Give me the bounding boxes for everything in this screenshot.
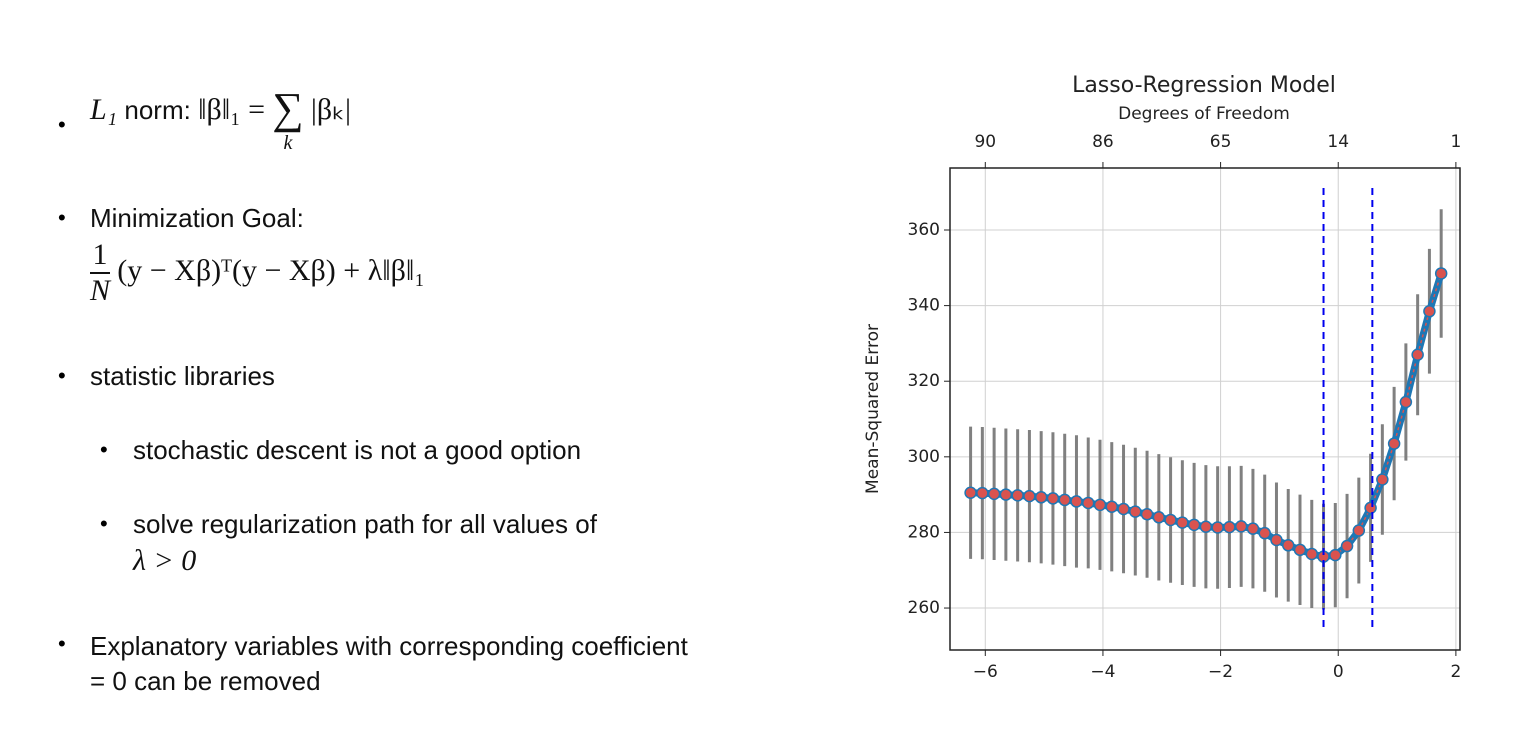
y-tick-label: 320	[908, 371, 940, 391]
chart-body: Lasso-Regression Model Degrees of Freedo…	[863, 73, 1461, 697]
expression: (y − Xβ)ᵀ(y − Xβ) + λ‖β‖₁	[117, 253, 425, 287]
bullet: •	[100, 437, 108, 462]
text: Minimization Goal:	[90, 203, 304, 233]
point	[1352, 524, 1366, 537]
point	[1046, 492, 1060, 505]
text: norm:	[124, 95, 191, 125]
point	[1270, 533, 1283, 547]
index: k	[283, 132, 293, 154]
point	[1199, 520, 1213, 534]
x-tick-label: −6	[973, 662, 998, 682]
denominator: N	[90, 272, 111, 307]
x2-tick-label: 65	[1210, 132, 1232, 152]
point	[1234, 520, 1248, 533]
bullet: •	[58, 205, 66, 230]
x-tick-label: 2	[1450, 662, 1461, 682]
point	[1034, 491, 1048, 504]
point	[999, 488, 1013, 501]
x2-tick-label: 1	[1450, 132, 1461, 152]
point	[1117, 502, 1130, 516]
point	[1423, 305, 1436, 318]
point	[1434, 267, 1448, 280]
text: solve regularization path for all values…	[133, 509, 597, 539]
point	[1411, 348, 1424, 362]
formula: L₁	[90, 93, 118, 126]
point	[987, 487, 1001, 501]
y-tick-label: 360	[908, 220, 940, 240]
point	[1258, 526, 1271, 540]
x2-tick-label: 90	[974, 132, 996, 152]
point	[1105, 500, 1119, 513]
y-axis-label: Mean-Squared Error	[863, 324, 883, 494]
chart-title: Lasso-Regression Model	[1072, 73, 1336, 98]
point	[1176, 516, 1189, 529]
chart: Lasso-Regression Model Degrees of Freedo…	[863, 73, 1461, 697]
point	[1387, 437, 1401, 450]
x-tick-label: −2	[1208, 662, 1233, 682]
bullet: •	[58, 363, 66, 388]
bullet: •	[100, 511, 108, 536]
bullet-3: statistic libraries	[90, 361, 275, 391]
point	[964, 486, 977, 499]
x2-axis-label: Degrees of Freedom	[1118, 104, 1290, 124]
point	[1340, 539, 1354, 553]
sum: ∑ k	[272, 86, 303, 155]
point	[1093, 498, 1107, 512]
point	[1058, 493, 1071, 507]
y-tick-label: 300	[908, 447, 940, 467]
sub-bullet-1: stochastic descent is not a good option	[133, 435, 582, 465]
formula: ‖β‖₁ =	[198, 93, 266, 126]
y-tick-label: 280	[908, 522, 940, 542]
operator: ∑	[272, 84, 304, 133]
point	[976, 486, 989, 500]
x-tick-label: −4	[1090, 662, 1115, 682]
point	[1223, 520, 1236, 534]
point	[1399, 395, 1413, 409]
point	[1246, 522, 1260, 535]
point	[1187, 518, 1201, 532]
bullet-1: L₁ norm: ‖β‖₁ = ∑ k |βₖ|	[90, 86, 351, 161]
bullet-4: Explanatory variables with corresponding…	[90, 631, 688, 696]
y-tick-label: 260	[908, 598, 940, 618]
x-tick-label: 0	[1333, 662, 1344, 682]
plot-frame	[949, 167, 1461, 651]
sub-bullet-2: solve regularization path for all values…	[133, 509, 597, 578]
point	[1140, 508, 1154, 521]
point	[1070, 495, 1083, 508]
point	[1211, 521, 1224, 534]
formula: λ > 0	[133, 544, 197, 577]
x-axis-label: log(Lambda)	[1150, 696, 1258, 697]
point	[1081, 496, 1095, 510]
point	[1281, 539, 1295, 552]
numerator: 1	[92, 238, 108, 271]
point	[1293, 543, 1307, 557]
point	[1023, 489, 1036, 503]
bullet: •	[58, 112, 66, 137]
formula: |βₖ|	[310, 93, 351, 126]
point	[1011, 489, 1024, 502]
point	[1364, 501, 1377, 515]
point	[1152, 511, 1166, 524]
x2-tick-label: 14	[1327, 132, 1349, 152]
point	[1376, 473, 1389, 486]
point	[1164, 513, 1177, 527]
point	[1129, 505, 1142, 518]
bullet: •	[58, 631, 66, 656]
y-tick-label: 340	[908, 296, 940, 316]
x2-tick-label: 86	[1092, 132, 1114, 152]
point	[1329, 548, 1342, 562]
point	[1305, 547, 1319, 561]
